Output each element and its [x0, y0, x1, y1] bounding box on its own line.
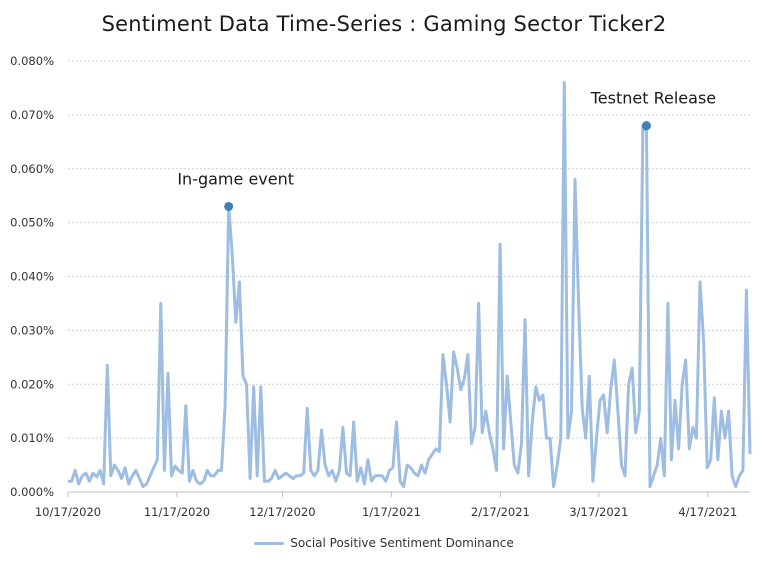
y-tick-label: 0.050%	[10, 216, 54, 230]
series-line	[68, 81, 752, 489]
y-tick-label: 0.020%	[10, 377, 54, 391]
x-tick-label: 3/17/2021	[569, 505, 628, 519]
legend-label: Social Positive Sentiment Dominance	[290, 536, 514, 550]
x-tick-label: 1/17/2021	[362, 505, 421, 519]
x-tick-label: 12/17/2020	[249, 505, 315, 519]
y-tick-label: 0.010%	[10, 431, 54, 445]
annotations: In-game event Testnet Release	[177, 89, 716, 211]
y-tick-label: 0.040%	[10, 270, 54, 284]
legend-swatch	[254, 542, 285, 545]
x-tick-label: 2/17/2021	[471, 505, 530, 519]
annotation-marker	[224, 201, 234, 211]
y-tick-label: 0.060%	[10, 162, 54, 176]
gridlines	[68, 60, 750, 439]
chart-title: Sentiment Data Time-Series : Gaming Sect…	[101, 12, 667, 36]
annotation-label: In-game event	[177, 169, 294, 188]
annotation-marker	[641, 121, 651, 131]
x-tick-label: 4/17/2021	[678, 505, 737, 519]
legend: Social Positive Sentiment Dominance	[0, 536, 768, 550]
y-tick-label: 0.000%	[10, 485, 54, 499]
y-tick-label: 0.070%	[10, 108, 54, 122]
y-axis-ticks: 0.000% 0.010% 0.020% 0.030% 0.040% 0.050% 0.06…	[10, 54, 54, 499]
annotation-label: Testnet Release	[590, 89, 716, 108]
x-tick-label: 10/17/2020	[35, 505, 101, 519]
x-tick-label: 11/17/2020	[144, 505, 210, 519]
y-tick-label: 0.080%	[10, 54, 54, 68]
y-tick-label: 0.030%	[10, 323, 54, 337]
x-axis-ticks: 10/17/2020 11/17/2020 12/17/2020 1/17/2021 2…	[35, 492, 737, 519]
line-chart: 0.000% 0.010% 0.020% 0.030% 0.040% 0.050% 0.06…	[10, 54, 752, 519]
